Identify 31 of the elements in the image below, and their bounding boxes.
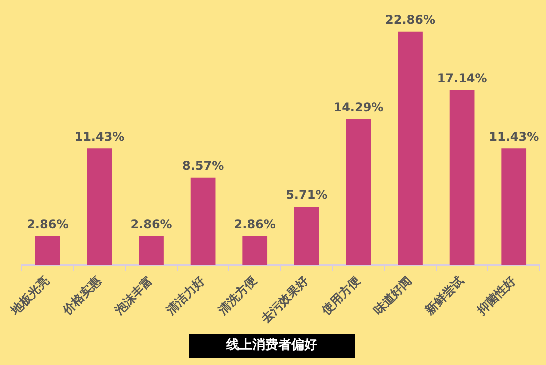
data-label: 5.71% <box>286 188 328 202</box>
x-tick-label: 清洗方便 <box>214 274 260 318</box>
data-label: 2.86% <box>130 217 172 232</box>
bar <box>502 148 527 266</box>
bar <box>190 178 216 266</box>
x-tick-label: 价格实惠 <box>59 273 105 318</box>
x-tick-label: 新鲜尝试 <box>422 274 467 318</box>
bar <box>87 148 112 266</box>
data-label: 2.86% <box>234 217 276 232</box>
x-tick-label: 地板光亮 <box>8 274 52 318</box>
data-label: 22.86% <box>386 12 436 27</box>
bar <box>346 119 372 266</box>
data-label: 17.14% <box>437 71 488 86</box>
data-label: 2.86% <box>27 217 69 232</box>
bar <box>398 32 423 266</box>
data-label: 14.29% <box>334 100 384 115</box>
data-label: 8.57% <box>182 158 224 173</box>
x-tick-label: 抑菌性好 <box>474 274 518 318</box>
x-tick-label: 清洁力好 <box>163 274 208 318</box>
title-banner: 线上消费者偏好 <box>189 334 355 358</box>
x-tick-label: 去污效果好 <box>258 274 312 327</box>
x-tick-label: 使用方便 <box>318 274 364 318</box>
bar <box>294 207 320 266</box>
bar <box>242 236 268 266</box>
bar <box>450 90 475 266</box>
x-tick-label: 味道好闻 <box>370 274 415 318</box>
data-label: 11.43% <box>74 130 125 144</box>
bar <box>35 236 60 266</box>
data-label: 11.43% <box>489 130 540 144</box>
x-tick-label: 泡沫丰富 <box>111 274 156 318</box>
bar <box>139 236 164 266</box>
